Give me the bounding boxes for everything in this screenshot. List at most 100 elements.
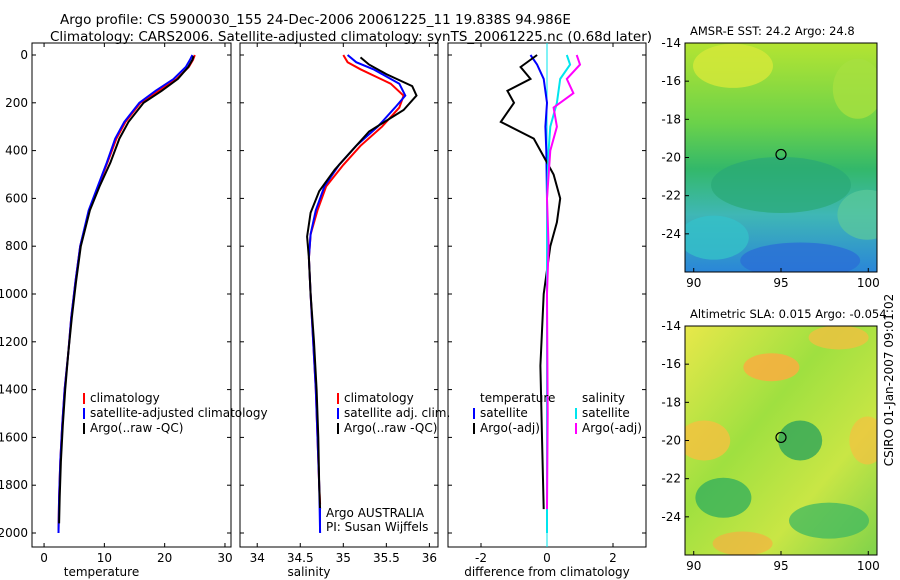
x-tick-label: 0 [40, 551, 48, 565]
legend-label: temperature [480, 391, 555, 405]
y-tick-label: 2000 [0, 526, 28, 540]
map-title: AMSR-E SST: 24.2 Argo: 24.8 [690, 24, 855, 38]
y-tick-label: 1600 [0, 430, 28, 444]
series-line-climatology [307, 54, 405, 505]
series-line-salinity-argo-adj- [545, 54, 582, 510]
x-axis-label: difference from climatology [464, 565, 630, 579]
profile-panel-temperature-profile: 0 200 400 600 800 1000 1200 1400 1600 1800 2000 0 10… [0, 42, 233, 579]
map-blob [711, 156, 851, 213]
plot-frame [31, 42, 232, 548]
y-tick-label: 600 [5, 191, 28, 205]
legend-label: Argo(-adj) [480, 421, 540, 435]
x-tick-label: 90 [686, 276, 701, 290]
y-tick-label: -20 [661, 151, 681, 165]
y-tick-label: -16 [661, 357, 681, 371]
legend-label: satellite [480, 406, 528, 420]
x-tick-label: 95 [773, 276, 788, 290]
x-tick-label: 34.5 [287, 551, 314, 565]
y-tick-label: -24 [661, 510, 681, 524]
x-tick-label: 35.5 [373, 551, 400, 565]
map-field [685, 43, 877, 272]
x-axis-label: temperature [64, 565, 139, 579]
legend-label: climatology [90, 391, 160, 405]
y-tick-label: -24 [661, 227, 681, 241]
profile-panel-salinity-profile: 34 34.5 35 35.5 36 salinity [239, 42, 439, 579]
argo-location-marker [775, 431, 787, 444]
x-axis-label: salinity [287, 565, 330, 579]
map-blob [789, 502, 869, 539]
map-blob [695, 477, 752, 518]
map-blob [778, 420, 823, 461]
chart-title-line-1: Argo profile: CS 5900030_155 24-Dec-2006… [60, 12, 571, 28]
map-blob [808, 326, 869, 350]
legend-label: climatology [344, 391, 414, 405]
y-tick-label: 800 [5, 239, 28, 253]
x-tick-label: 30 [217, 551, 232, 565]
x-tick-label: 2 [609, 551, 617, 565]
map-blob [740, 242, 861, 272]
x-tick-label: 35 [336, 551, 351, 565]
y-tick-label: 1400 [0, 383, 28, 397]
x-tick-label: 90 [686, 559, 701, 573]
x-tick-label: 10 [97, 551, 112, 565]
y-tick-label: 0 [20, 48, 28, 62]
x-tick-label: 34 [250, 551, 265, 565]
x-tick-label: 20 [157, 551, 172, 565]
map-blob [685, 420, 731, 461]
y-tick-label: -14 [661, 319, 681, 333]
legend-label: salinity [582, 391, 625, 405]
y-tick-label: 200 [5, 96, 28, 110]
series-line-satellite-adj-clim- [307, 54, 407, 534]
legend-label: Argo(..raw -QC) [90, 421, 183, 435]
y-tick-label: -16 [661, 74, 681, 88]
map-blob [743, 353, 800, 382]
y-tick-label: 1200 [0, 335, 28, 349]
map-field [685, 326, 877, 555]
map-title: Altimetric SLA: 0.015 Argo: -0.054 [690, 307, 887, 321]
y-tick-label: 1800 [0, 478, 28, 492]
legend-label: Argo(..raw -QC) [344, 421, 437, 435]
map-amsr-e-sst: AMSR-E SST: 24.2 Argo: 24.8 90 95 100 -14 -16… [661, 24, 880, 290]
x-tick-label: 100 [857, 559, 880, 573]
series-line-argo-raw-qc- [306, 56, 418, 510]
x-tick-label: -2 [475, 551, 487, 565]
x-tick-label: 36 [422, 551, 437, 565]
annotation-pi-name: PI: Susan Wijffels [326, 520, 428, 534]
series-line-salinity-satellite [546, 54, 572, 533]
legend-label: satellite-adjusted climatology [90, 406, 268, 420]
y-tick-label: -14 [661, 36, 681, 50]
map-blob [712, 531, 773, 555]
y-tick-label: -18 [661, 395, 681, 409]
x-tick-label: 95 [773, 559, 788, 573]
chart-title-line-2: Climatology: CARS2006. Satellite-adjuste… [50, 29, 653, 45]
y-tick-label: -18 [661, 112, 681, 126]
y-tick-label: -22 [661, 189, 681, 203]
map-blob [832, 58, 877, 119]
map-blob [837, 189, 877, 240]
series-line-argo-raw-qc- [58, 55, 195, 524]
map-blob [693, 43, 773, 88]
legend-label: satellite adj. clim. [344, 406, 450, 420]
y-tick-label: -20 [661, 434, 681, 448]
annotation-argo-program: Argo AUSTRALIA [326, 506, 425, 520]
y-tick-label: -22 [661, 472, 681, 486]
map-altimetric-sla: Altimetric SLA: 0.015 Argo: -0.054 90 95 10… [661, 307, 886, 573]
legend-label: satellite [582, 406, 630, 420]
plot-frame [239, 42, 439, 548]
legend-label: Argo(-adj) [582, 421, 642, 435]
footer-credit: CSIRO 01-Jan-2007 09:01:02 [882, 294, 896, 466]
y-tick-label: 1000 [0, 287, 28, 301]
y-tick-label: 400 [5, 144, 28, 158]
argo-location-marker [775, 148, 787, 161]
x-tick-label: 100 [857, 276, 880, 290]
x-tick-label: 0 [543, 551, 551, 565]
series-line-temperature-argo-adj- [499, 54, 562, 510]
map-blob [849, 416, 877, 465]
map-blob [685, 215, 749, 260]
